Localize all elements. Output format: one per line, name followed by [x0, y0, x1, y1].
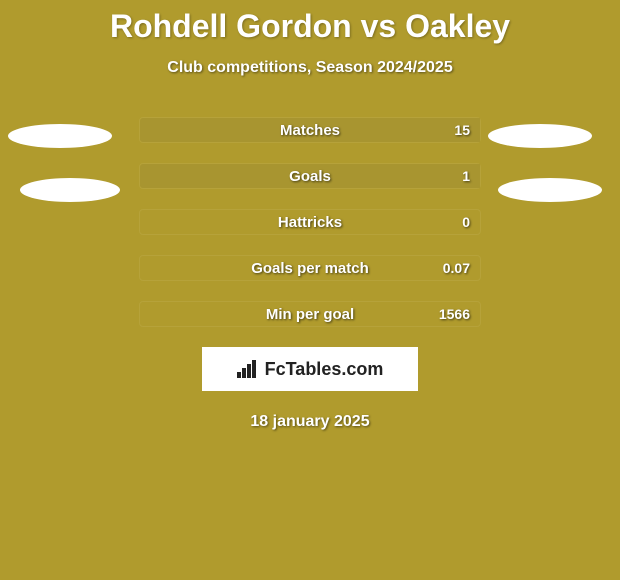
- page-title: Rohdell Gordon vs Oakley: [0, 0, 620, 45]
- stat-label: Goals per match: [140, 256, 480, 280]
- stat-value: 15: [454, 118, 470, 142]
- stat-label: Hattricks: [140, 210, 480, 234]
- stat-value: 0: [462, 210, 470, 234]
- decorative-ellipse: [8, 124, 112, 148]
- chart-icon: [237, 360, 259, 378]
- decorative-ellipse: [498, 178, 602, 202]
- stat-label: Min per goal: [140, 302, 480, 326]
- decorative-ellipse: [488, 124, 592, 148]
- watermark: FcTables.com: [202, 347, 418, 391]
- stat-row: Goals1: [139, 163, 481, 189]
- comparison-page: Rohdell Gordon vs Oakley Club competitio…: [0, 0, 620, 580]
- decorative-ellipse: [20, 178, 120, 202]
- watermark-text: FcTables.com: [265, 359, 384, 380]
- stat-value: 1566: [439, 302, 470, 326]
- stat-row: Goals per match0.07: [139, 255, 481, 281]
- stat-value: 0.07: [443, 256, 470, 280]
- stat-value: 1: [462, 164, 470, 188]
- stat-row: Hattricks0: [139, 209, 481, 235]
- stat-bar-fill: [140, 164, 480, 188]
- page-subtitle: Club competitions, Season 2024/2025: [0, 59, 620, 77]
- date-label: 18 january 2025: [0, 413, 620, 431]
- stat-row: Min per goal1566: [139, 301, 481, 327]
- stat-row: Matches15: [139, 117, 481, 143]
- stat-rows: Matches15 Goals1 Hattricks0 Goals per match…: [139, 117, 481, 327]
- stat-bar-fill: [140, 118, 480, 142]
